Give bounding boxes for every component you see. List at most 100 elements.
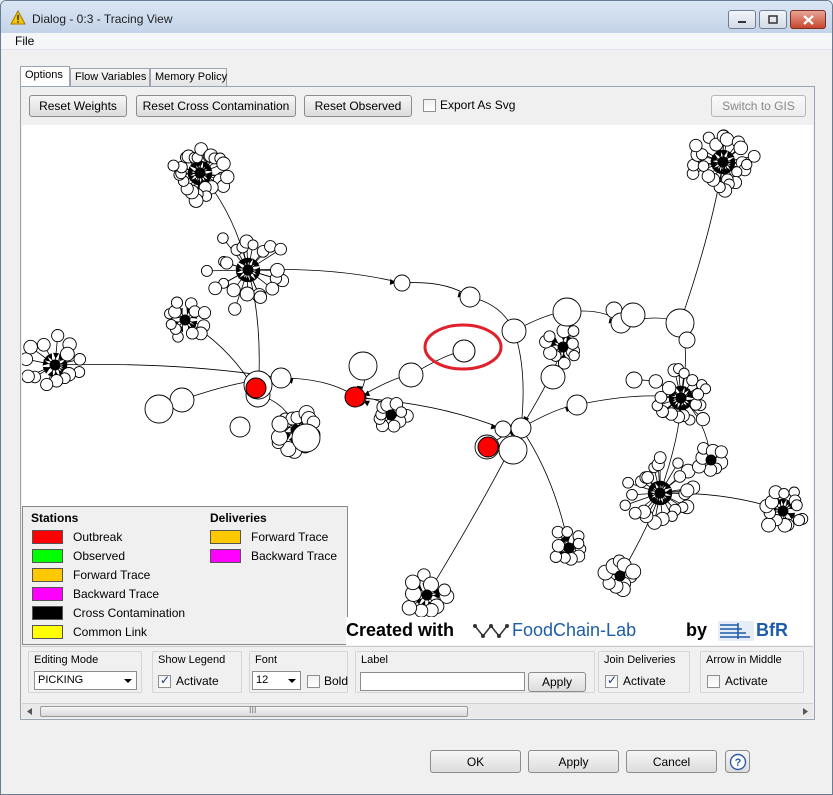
station-node[interactable] (628, 506, 642, 520)
station-node[interactable] (572, 537, 585, 550)
station-node[interactable] (543, 330, 556, 343)
station-node[interactable] (398, 362, 424, 388)
station-node[interactable] (385, 409, 397, 421)
station-node[interactable] (549, 550, 563, 563)
station-node[interactable] (696, 148, 709, 161)
station-node[interactable] (625, 563, 642, 580)
switch-to-gis-button[interactable]: Switch to GIS (711, 95, 806, 117)
ok-button[interactable]: OK (430, 750, 521, 773)
station-node[interactable] (229, 416, 251, 438)
station-node[interactable] (566, 394, 588, 416)
station-node[interactable] (60, 346, 75, 362)
menu-file[interactable]: File (15, 34, 35, 48)
station-node[interactable] (348, 351, 378, 381)
station-node[interactable] (197, 306, 212, 320)
station-node[interactable] (626, 488, 638, 501)
station-node[interactable] (717, 156, 729, 168)
station-node[interactable] (36, 337, 51, 352)
station-node[interactable] (557, 341, 569, 353)
station-node[interactable] (169, 387, 195, 413)
station-node[interactable] (179, 314, 191, 326)
arrow-in-middle-checkbox[interactable] (707, 675, 720, 688)
station-node[interactable] (194, 142, 208, 156)
outbreak-station-node[interactable] (245, 377, 267, 399)
station-node[interactable] (253, 290, 268, 304)
station-node[interactable] (719, 132, 735, 147)
station-node[interactable] (654, 487, 666, 499)
scroll-right-icon[interactable] (801, 707, 809, 716)
station-node[interactable] (216, 156, 231, 171)
station-node[interactable] (733, 140, 749, 156)
station-node[interactable] (270, 367, 292, 389)
station-node[interactable] (567, 325, 580, 337)
station-node[interactable] (557, 356, 571, 370)
cancel-button[interactable]: Cancel (626, 750, 717, 773)
apply-button[interactable]: Apply (528, 750, 619, 773)
station-node[interactable] (703, 463, 718, 477)
station-node[interactable] (291, 423, 321, 453)
station-node[interactable] (165, 318, 177, 330)
scroll-left-icon[interactable] (26, 707, 34, 716)
export-svg-checkbox[interactable] (423, 99, 436, 112)
station-node[interactable] (494, 420, 512, 438)
horizontal-scrollbar[interactable]: III (22, 703, 813, 718)
station-node[interactable] (208, 281, 223, 296)
station-node[interactable] (653, 451, 667, 464)
station-node[interactable] (625, 371, 643, 389)
station-node[interactable] (731, 166, 743, 178)
station-node[interactable] (614, 570, 626, 582)
station-node[interactable] (678, 367, 690, 379)
font-size-select[interactable]: 12 (252, 671, 301, 690)
tab-options[interactable]: Options (20, 66, 70, 87)
station-node[interactable] (701, 169, 716, 183)
station-node[interactable] (271, 415, 289, 433)
station-node[interactable] (777, 505, 789, 517)
help-button[interactable]: ? (725, 750, 750, 773)
station-node[interactable] (393, 274, 411, 292)
station-node[interactable] (22, 369, 35, 384)
station-node[interactable] (220, 169, 235, 185)
station-node[interactable] (217, 232, 229, 244)
station-node[interactable] (661, 380, 677, 396)
station-node[interactable] (648, 374, 663, 389)
station-node[interactable] (185, 326, 199, 340)
station-node[interactable] (563, 542, 575, 554)
station-node[interactable] (714, 445, 728, 459)
station-node[interactable] (459, 286, 481, 308)
station-node[interactable] (790, 499, 803, 512)
show-legend-checkbox[interactable] (158, 673, 171, 688)
join-deliveries-checkbox[interactable] (605, 673, 618, 688)
reset-observed-button[interactable]: Reset Observed (304, 95, 412, 117)
station-node[interactable] (167, 159, 180, 172)
station-node[interactable] (49, 359, 61, 371)
station-node[interactable] (498, 435, 528, 465)
station-node[interactable] (226, 283, 241, 298)
station-node[interactable] (22, 352, 34, 367)
station-node[interactable] (228, 302, 242, 316)
station-node[interactable] (265, 281, 280, 296)
station-node[interactable] (540, 364, 566, 390)
label-input[interactable] (360, 672, 525, 691)
station-node[interactable] (170, 296, 184, 309)
station-node[interactable] (73, 353, 87, 366)
station-node[interactable] (51, 329, 65, 343)
outbreak-station-node[interactable] (477, 436, 499, 458)
station-node[interactable] (242, 264, 254, 276)
station-node[interactable] (686, 374, 699, 387)
reset-weights-button[interactable]: Reset Weights (29, 95, 127, 117)
station-node[interactable] (438, 583, 451, 597)
reset-cross-contamination-button[interactable]: Reset Cross Contamination (136, 95, 296, 117)
label-apply-button[interactable]: Apply (528, 672, 586, 692)
station-node[interactable] (395, 406, 408, 418)
station-node[interactable] (680, 483, 695, 498)
station-node[interactable] (40, 377, 54, 392)
station-node[interactable] (792, 514, 806, 527)
editing-mode-select[interactable]: PICKING (34, 671, 137, 690)
station-node[interactable] (551, 539, 566, 553)
station-node[interactable] (194, 167, 206, 179)
station-node[interactable] (270, 262, 285, 278)
station-node[interactable] (239, 286, 255, 302)
station-node[interactable] (568, 349, 580, 362)
maximize-button[interactable] (759, 10, 787, 29)
minimize-button[interactable] (728, 10, 756, 29)
